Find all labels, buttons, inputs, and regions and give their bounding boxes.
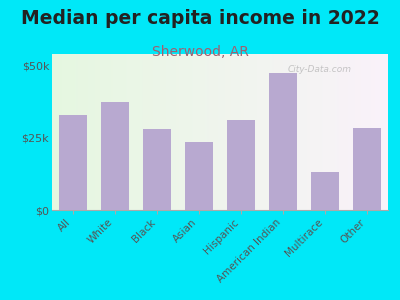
Bar xyxy=(269,73,297,210)
Text: City-Data.com: City-Data.com xyxy=(287,65,351,74)
Bar xyxy=(185,142,213,210)
Bar xyxy=(353,128,381,210)
Text: Sherwood, AR: Sherwood, AR xyxy=(152,45,248,59)
Bar xyxy=(59,115,87,210)
Bar xyxy=(227,120,255,210)
Bar xyxy=(101,102,129,210)
Text: Median per capita income in 2022: Median per capita income in 2022 xyxy=(21,9,379,28)
Bar xyxy=(143,129,171,210)
Bar xyxy=(311,172,339,210)
